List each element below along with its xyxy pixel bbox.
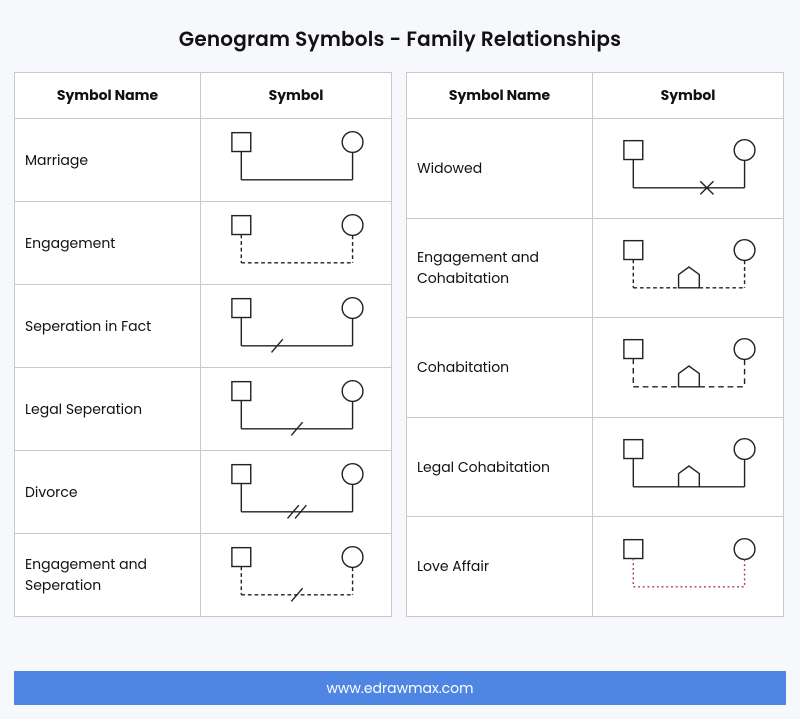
symbol-name: Legal Cohabitation — [417, 457, 550, 477]
symbol-name: Cohabitation — [417, 357, 509, 377]
symbol-name-cell: Divorce — [15, 451, 201, 534]
tables-container: Symbol Name Symbol Marriage Engagement — [14, 72, 786, 617]
table-row: Marriage — [15, 119, 392, 202]
symbol-name: Seperation in Fact — [25, 316, 151, 336]
symbol-cell — [201, 202, 392, 285]
symbol-name: Engagement — [25, 233, 115, 253]
divorce-symbol — [211, 459, 381, 525]
footer-bar: www.edrawmax.com — [14, 671, 786, 705]
symbols-table-right: Symbol Name Symbol Widowed Engagement an… — [406, 72, 784, 617]
symbol-name: Marriage — [25, 150, 88, 170]
symbol-name-cell: Engagement and Cohabitation — [407, 218, 593, 318]
symbol-cell — [593, 517, 784, 617]
legal_cohab-symbol — [603, 434, 773, 500]
symbol-name: Love Affair — [417, 556, 489, 576]
symbol-cell — [593, 318, 784, 418]
engagement-symbol — [211, 210, 381, 276]
table-row: Legal Seperation — [15, 368, 392, 451]
symbol-name-cell: Love Affair — [407, 517, 593, 617]
table-row: Seperation in Fact — [15, 285, 392, 368]
widowed-symbol — [603, 135, 773, 201]
symbol-name: Engagement and Cohabitation — [417, 247, 539, 288]
symbol-cell — [593, 218, 784, 318]
table-row: Engagement and Seperation — [15, 534, 392, 617]
table-row: Widowed — [407, 119, 784, 219]
table-row: Love Affair — [407, 517, 784, 617]
legal_sep-symbol — [211, 376, 381, 442]
table-row: Engagement and Cohabitation — [407, 218, 784, 318]
col-header-symbol: Symbol — [593, 73, 784, 119]
symbol-name-cell: Seperation in Fact — [15, 285, 201, 368]
symbol-name-cell: Legal Seperation — [15, 368, 201, 451]
page: Genogram Symbols - Family Relationships … — [0, 0, 800, 719]
symbols-table-left: Symbol Name Symbol Marriage Engagement — [14, 72, 392, 617]
symbol-name-cell: Legal Cohabitation — [407, 417, 593, 517]
table-row: Engagement — [15, 202, 392, 285]
marriage-symbol — [211, 127, 381, 193]
page-title: Genogram Symbols - Family Relationships — [14, 24, 786, 54]
symbol-cell — [201, 119, 392, 202]
symbol-name-cell: Engagement — [15, 202, 201, 285]
cohab-symbol — [603, 334, 773, 400]
symbol-cell — [593, 119, 784, 219]
table-row: Cohabitation — [407, 318, 784, 418]
col-header-symbol: Symbol — [201, 73, 392, 119]
symbol-name: Divorce — [25, 482, 78, 502]
love_affair-symbol — [603, 534, 773, 600]
table-row: Legal Cohabitation — [407, 417, 784, 517]
symbol-cell — [201, 534, 392, 617]
sep_fact-symbol — [211, 293, 381, 359]
col-header-name: Symbol Name — [15, 73, 201, 119]
symbol-name: Widowed — [417, 158, 482, 178]
symbol-cell — [201, 451, 392, 534]
symbol-name: Legal Seperation — [25, 399, 142, 419]
symbol-name-cell: Marriage — [15, 119, 201, 202]
symbol-cell — [201, 368, 392, 451]
symbol-name: Engagement and Seperation — [25, 554, 147, 595]
symbol-cell — [201, 285, 392, 368]
symbol-cell — [593, 417, 784, 517]
eng_sep-symbol — [211, 542, 381, 608]
symbol-name-cell: Engagement and Seperation — [15, 534, 201, 617]
symbol-name-cell: Widowed — [407, 119, 593, 219]
footer-text: www.edrawmax.com — [326, 678, 473, 698]
table-row: Divorce — [15, 451, 392, 534]
symbol-name-cell: Cohabitation — [407, 318, 593, 418]
eng_cohab-symbol — [603, 235, 773, 301]
col-header-name: Symbol Name — [407, 73, 593, 119]
